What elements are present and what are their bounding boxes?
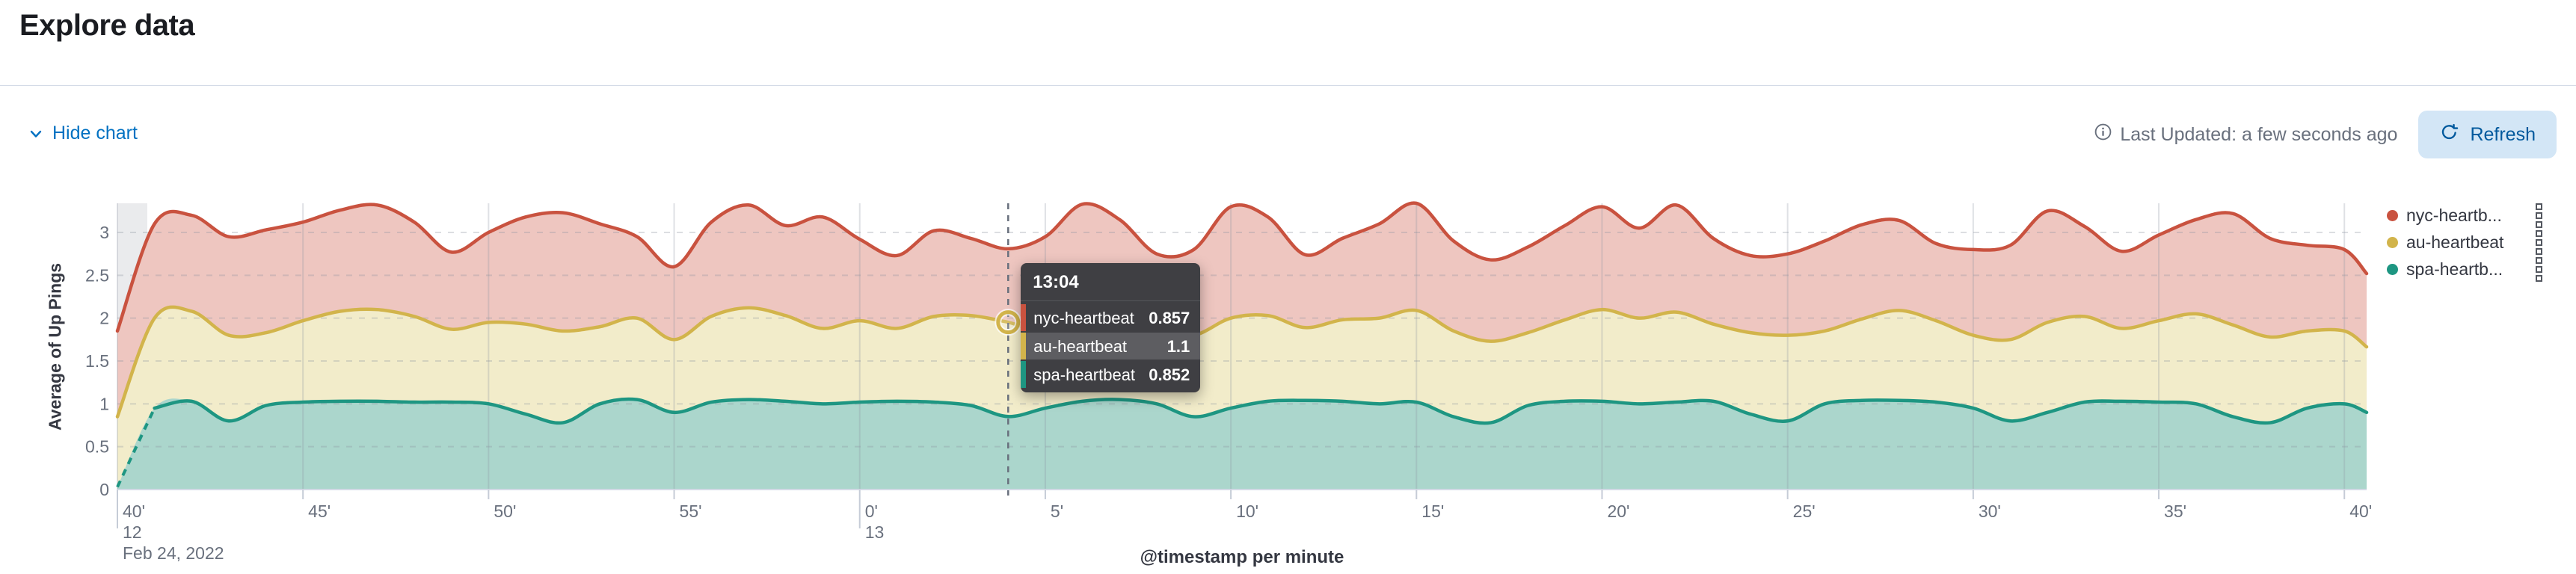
series-swatch [1021,304,1027,331]
legend-dot-icon [2387,237,2398,248]
y-axis-title: Average of Up Pings [45,262,65,431]
header-divider [0,85,2576,86]
x-tick-label: 10' [1236,502,1258,521]
last-updated-text: Last Updated: a few seconds ago [2120,123,2398,145]
legend-item-au-heartbeat[interactable]: au-heartbeat [2387,229,2544,256]
x-tick-label: 40' [2349,502,2372,521]
nyc-heartbeat-line [115,201,2369,333]
page-title: Explore data [19,9,195,42]
chart-legend: nyc-heartb... au-heartbeat spa-heartb... [2387,202,2544,283]
y-tick-label: 3 [99,223,109,242]
legend-actions-icon[interactable] [2534,256,2544,283]
x-tick-label: 45' [308,502,331,521]
x-tick-label: 25' [1793,502,1816,521]
x-tick-label: 30' [1979,502,2001,521]
x-tick-label: 55' [680,502,702,521]
series-swatch [1021,333,1027,359]
y-tick-label: 2.5 [85,265,109,285]
tooltip-row: spa-heartbeat 0.852 [1021,361,1200,388]
x-tick-label: 40' [123,502,145,521]
legend-dot-icon [2387,210,2398,221]
au-heartbeat-line [115,305,2369,419]
tooltip-row: nyc-heartbeat 0.857 [1021,304,1200,331]
y-tick-label: 1.5 [85,351,109,371]
spa-heartbeat-line [153,397,2369,425]
refresh-icon [2439,122,2459,147]
legend-label: au-heartbeat [2406,232,2504,252]
legend-item-nyc-heartbeat[interactable]: nyc-heartb... [2387,202,2544,229]
hide-chart-toggle[interactable]: Hide chart [27,123,138,144]
legend-dot-icon [2387,264,2398,275]
legend-label: spa-heartb... [2406,259,2503,279]
x-tick-label: 0' [865,502,878,521]
legend-label: nyc-heartb... [2406,206,2502,225]
y-tick-label: 2 [99,309,109,328]
tooltip-row: au-heartbeat 1.1 [1021,333,1201,359]
tooltip-time: 13:04 [1021,263,1201,301]
last-updated-status: Last Updated: a few seconds ago [2094,123,2397,146]
hover-marker-icon [996,310,1021,335]
x-tick-label: 15' [1421,502,1444,521]
y-tick-label: 1 [99,394,109,413]
x-tick-label: 50' [494,502,516,521]
info-icon [2094,123,2112,146]
legend-item-spa-heartbeat[interactable]: spa-heartb... [2387,256,2544,283]
refresh-label: Refresh [2470,123,2536,145]
x-tick-date-label: Feb 24, 2022 [123,543,224,563]
chart-region: 40' 12 Feb 24, 2022 45' 50' 55' 0' 13 5' 10' 15' 20… [0,179,2576,574]
series-swatch [1021,361,1027,388]
chart-tooltip: 13:04 nyc-heartbeat 0.857 au-heartbeat 1… [1021,263,1201,392]
spa-heartbeat-area [117,398,2367,490]
x-tick-sublabel: 12 [123,522,142,542]
x-axis-title: @timestamp per minute [1140,547,1344,567]
x-tick-sublabel: 13 [865,522,885,542]
y-tick-label: 0 [99,480,109,499]
refresh-button[interactable]: Refresh [2418,111,2557,158]
legend-actions-icon[interactable] [2534,229,2544,256]
x-tick-label: 35' [2164,502,2186,521]
y-tick-label: 0.5 [85,437,109,457]
legend-actions-icon[interactable] [2534,202,2544,229]
chevron-down-icon [27,125,45,143]
x-tick-label: 20' [1607,502,1629,521]
x-tick-label: 5' [1051,502,1063,521]
hide-chart-label: Hide chart [52,123,138,144]
spa-heartbeat-partial-line [116,407,156,488]
